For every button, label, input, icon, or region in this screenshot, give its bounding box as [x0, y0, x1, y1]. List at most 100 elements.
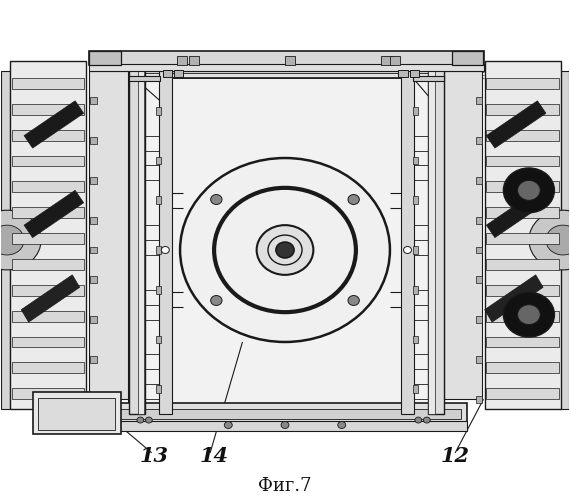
Circle shape	[348, 296, 359, 306]
Polygon shape	[484, 275, 543, 322]
Bar	[163, 70, 172, 78]
Bar	[156, 196, 161, 204]
Bar	[413, 385, 418, 393]
Bar	[32, 392, 120, 434]
Bar	[11, 310, 84, 322]
Circle shape	[348, 194, 359, 204]
Bar	[452, 50, 483, 64]
Circle shape	[276, 242, 294, 258]
Bar	[135, 64, 438, 74]
Bar	[413, 196, 418, 204]
Bar	[11, 78, 84, 89]
Bar	[413, 246, 418, 254]
Bar	[486, 233, 559, 244]
Bar	[486, 182, 559, 192]
Bar	[91, 177, 97, 184]
Bar	[285, 56, 295, 65]
Bar	[159, 58, 172, 414]
Polygon shape	[24, 101, 84, 148]
Circle shape	[424, 417, 430, 423]
Bar	[475, 177, 482, 184]
Bar	[91, 246, 97, 254]
Bar	[129, 58, 145, 414]
Bar	[475, 246, 482, 254]
Circle shape	[518, 180, 540, 201]
Circle shape	[180, 158, 390, 342]
Circle shape	[338, 422, 345, 428]
Circle shape	[256, 225, 314, 275]
Bar	[475, 316, 482, 323]
Circle shape	[0, 225, 24, 255]
Bar	[189, 56, 199, 65]
Text: 14: 14	[200, 446, 229, 466]
Circle shape	[211, 296, 222, 306]
Bar	[11, 285, 84, 296]
Bar	[413, 336, 418, 344]
Circle shape	[137, 417, 144, 423]
Bar	[11, 182, 84, 192]
Polygon shape	[486, 101, 546, 148]
Bar	[156, 385, 161, 393]
Circle shape	[415, 417, 422, 423]
Circle shape	[145, 417, 152, 423]
Bar	[91, 396, 97, 402]
Circle shape	[161, 246, 169, 254]
Bar	[475, 396, 482, 402]
Bar	[486, 78, 559, 89]
Circle shape	[281, 422, 289, 428]
Polygon shape	[21, 275, 80, 322]
Bar	[91, 98, 97, 104]
Bar	[428, 58, 444, 414]
Circle shape	[225, 422, 232, 428]
Bar	[38, 398, 115, 430]
Bar	[410, 70, 419, 78]
Bar	[91, 276, 97, 283]
Circle shape	[0, 210, 41, 270]
Bar	[91, 356, 97, 363]
Bar	[486, 362, 559, 374]
Bar	[486, 156, 559, 166]
Polygon shape	[24, 190, 84, 238]
Circle shape	[211, 194, 222, 204]
Bar	[10, 61, 87, 409]
Bar	[156, 286, 161, 294]
Circle shape	[503, 168, 555, 212]
Text: 12: 12	[441, 446, 470, 466]
Bar	[486, 336, 559, 347]
Bar	[560, 71, 569, 409]
Bar	[484, 61, 561, 409]
Circle shape	[529, 210, 570, 270]
Bar	[11, 336, 84, 347]
Bar	[91, 316, 97, 323]
Bar	[11, 388, 84, 399]
Bar	[89, 64, 483, 71]
Bar	[89, 71, 128, 399]
Circle shape	[546, 225, 570, 255]
Bar	[156, 246, 161, 254]
Bar	[129, 76, 160, 81]
Bar	[129, 58, 444, 414]
Bar	[486, 104, 559, 115]
Bar	[156, 336, 161, 344]
Bar	[91, 137, 97, 144]
Bar	[413, 76, 444, 81]
Bar	[11, 207, 84, 218]
Bar	[137, 58, 144, 414]
Bar	[475, 276, 482, 283]
Bar	[11, 130, 84, 140]
Text: 13: 13	[140, 446, 169, 466]
Circle shape	[404, 246, 412, 254]
Polygon shape	[486, 190, 546, 238]
Bar	[107, 402, 466, 421]
Bar	[1, 71, 10, 409]
Bar	[413, 286, 418, 294]
Bar	[11, 259, 84, 270]
Circle shape	[518, 304, 540, 324]
Bar	[486, 285, 559, 296]
Bar	[401, 58, 414, 414]
Bar	[486, 207, 559, 218]
Bar	[475, 216, 482, 224]
Bar	[413, 156, 418, 164]
Bar	[89, 50, 120, 64]
Bar	[129, 61, 444, 78]
